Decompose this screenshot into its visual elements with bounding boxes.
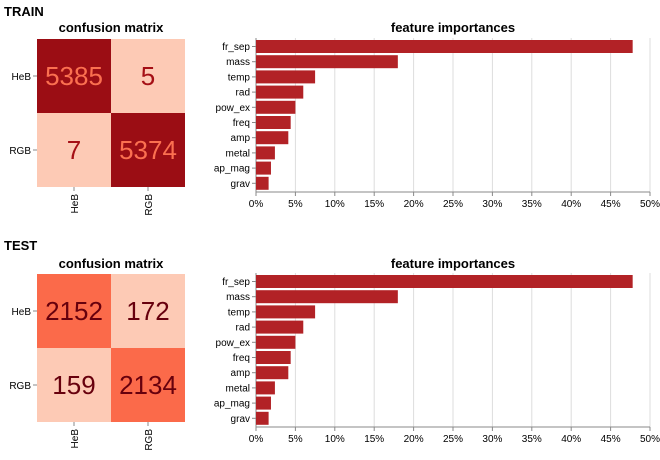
fi-x-tick-label-train-0: 0% — [249, 199, 264, 210]
cm-cell-test-0-1 — [111, 274, 185, 348]
fi-label-test-ap_mag: ap_mag — [214, 399, 250, 410]
cm-cell-train-1-1 — [111, 113, 185, 187]
cm-cell-test-1-0 — [37, 348, 111, 422]
fi-label-train-amp: amp — [231, 133, 251, 144]
cm-col-label-test-0: HeB — [70, 429, 81, 449]
cm-value-train-1-0: 7 — [67, 135, 81, 165]
fi-x-tick-label-train-3: 15% — [364, 199, 384, 210]
fi-x-tick-label-train-7: 35% — [522, 199, 542, 210]
fi-label-test-pow_ex: pow_ex — [216, 338, 250, 349]
fi-label-test-temp: temp — [228, 307, 251, 318]
fi-label-train-fr_sep: fr_sep — [222, 42, 250, 53]
fi-x-tick-label-test-5: 25% — [443, 434, 463, 445]
fi-bar-test-pow_ex — [256, 335, 296, 349]
cm-row-label-test-0: HeB — [12, 307, 32, 318]
cm-cell-train-0-0 — [37, 39, 111, 113]
fi-x-tick-label-train-10: 50% — [640, 199, 660, 210]
fi-x-tick-label-test-1: 5% — [288, 434, 303, 445]
fi-bar-train-ap_mag — [256, 161, 271, 175]
fi-x-tick-label-test-3: 15% — [364, 434, 384, 445]
fi-bar-train-pow_ex — [256, 100, 296, 114]
section-label-train: TRAIN — [4, 4, 44, 19]
cm-row-label-train-1: RGB — [9, 146, 31, 157]
fi-bar-test-mass — [256, 290, 398, 304]
cm-cell-test-0-0 — [37, 274, 111, 348]
fi-label-train-metal: metal — [226, 148, 250, 159]
fi-bar-test-fr_sep — [256, 275, 633, 288]
feature-importances-train: 0% 5% 10% 15% 20% 25% 30% 35% 40% 45% 50% fr_sepmas… — [214, 38, 660, 210]
fi-label-train-temp: temp — [228, 72, 251, 83]
cm-row-label-train-0: HeB — [12, 72, 32, 83]
cm-row-label-test-1: RGB — [9, 381, 31, 392]
fi-bar-train-grav — [256, 176, 269, 190]
cm-col-label-test-1: RGB — [144, 429, 155, 451]
cm-value-train-0-0: 5385 — [45, 61, 103, 91]
fi-bar-train-amp — [256, 131, 289, 145]
fi-bar-test-amp — [256, 366, 289, 380]
importances-title-train: feature importances — [391, 20, 515, 35]
fi-bar-train-mass — [256, 55, 398, 69]
fi-x-tick-label-train-9: 45% — [601, 199, 621, 210]
fi-bar-train-rad — [256, 85, 304, 99]
fi-x-tick-label-test-7: 35% — [522, 434, 542, 445]
fi-bar-test-metal — [256, 381, 275, 395]
fi-bar-test-rad — [256, 320, 304, 334]
confusion-title-train: confusion matrix — [59, 20, 165, 35]
fi-label-test-mass: mass — [226, 292, 250, 303]
feature-importances-test: 0% 5% 10% 15% 20% 25% 30% 35% 40% 45% 50% fr_sepmas… — [214, 273, 660, 445]
confusion-matrix-test: 2152 172 159 2134 HeB RGB HeB RGB — [9, 274, 185, 451]
fi-x-tick-label-test-9: 45% — [601, 434, 621, 445]
fi-label-train-ap_mag: ap_mag — [214, 164, 250, 175]
confusion-matrix-train: 5385 5 7 5374 HeB RGB HeB RGB — [9, 39, 185, 216]
fi-label-test-metal: metal — [226, 383, 250, 394]
cm-value-test-1-1: 2134 — [119, 370, 177, 400]
fi-label-train-rad: rad — [236, 88, 250, 99]
fi-label-test-amp: amp — [231, 368, 251, 379]
fi-x-tick-label-train-4: 20% — [404, 199, 424, 210]
fi-bar-test-temp — [256, 305, 316, 319]
fi-x-tick-label-test-8: 40% — [561, 434, 581, 445]
fi-x-tick-label-test-6: 30% — [482, 434, 502, 445]
cm-cell-train-1-0 — [37, 113, 111, 187]
fi-label-train-pow_ex: pow_ex — [216, 103, 250, 114]
fi-bar-train-metal — [256, 146, 275, 160]
panel-train: TRAIN confusion matrix 5385 5 7 5374 HeB RGB H… — [4, 4, 660, 216]
fi-label-train-mass: mass — [226, 57, 250, 68]
fi-bar-test-grav — [256, 411, 269, 425]
fi-x-tick-label-train-5: 25% — [443, 199, 463, 210]
fi-label-test-rad: rad — [236, 323, 250, 334]
fi-bar-test-ap_mag — [256, 396, 271, 410]
fi-label-test-freq: freq — [233, 353, 250, 364]
cm-value-test-0-1: 172 — [126, 296, 169, 326]
importances-title-test: feature importances — [391, 256, 515, 271]
fi-x-tick-label-test-4: 20% — [404, 434, 424, 445]
fi-x-tick-label-train-6: 30% — [482, 199, 502, 210]
fi-label-test-fr_sep: fr_sep — [222, 277, 250, 288]
fi-bar-test-freq — [256, 351, 291, 364]
cm-col-label-train-0: HeB — [70, 194, 81, 214]
fi-x-tick-label-train-2: 10% — [325, 199, 345, 210]
cm-value-test-0-0: 2152 — [45, 296, 103, 326]
fi-x-tick-label-train-8: 40% — [561, 199, 581, 210]
cm-cell-test-1-1 — [111, 348, 185, 422]
fi-label-train-freq: freq — [233, 118, 250, 129]
fi-x-tick-label-test-0: 0% — [249, 434, 264, 445]
confusion-title-test: confusion matrix — [59, 256, 165, 271]
fi-bar-train-fr_sep — [256, 40, 633, 53]
fi-x-tick-label-test-2: 10% — [325, 434, 345, 445]
fi-bar-train-temp — [256, 70, 316, 84]
fi-label-train-grav: grav — [231, 179, 250, 190]
fi-label-test-grav: grav — [231, 414, 250, 425]
cm-cell-train-0-1 — [111, 39, 185, 113]
cm-col-label-train-1: RGB — [144, 194, 155, 216]
cm-value-train-1-1: 5374 — [119, 135, 177, 165]
fi-x-tick-label-test-10: 50% — [640, 434, 660, 445]
fi-x-tick-label-train-1: 5% — [288, 199, 303, 210]
panel-test: TEST confusion matrix 2152 172 159 2134 HeB R… — [4, 238, 660, 451]
cm-value-test-1-0: 159 — [52, 370, 95, 400]
section-label-test: TEST — [4, 238, 37, 253]
cm-value-train-0-1: 5 — [141, 61, 155, 91]
fi-bar-train-freq — [256, 116, 291, 129]
